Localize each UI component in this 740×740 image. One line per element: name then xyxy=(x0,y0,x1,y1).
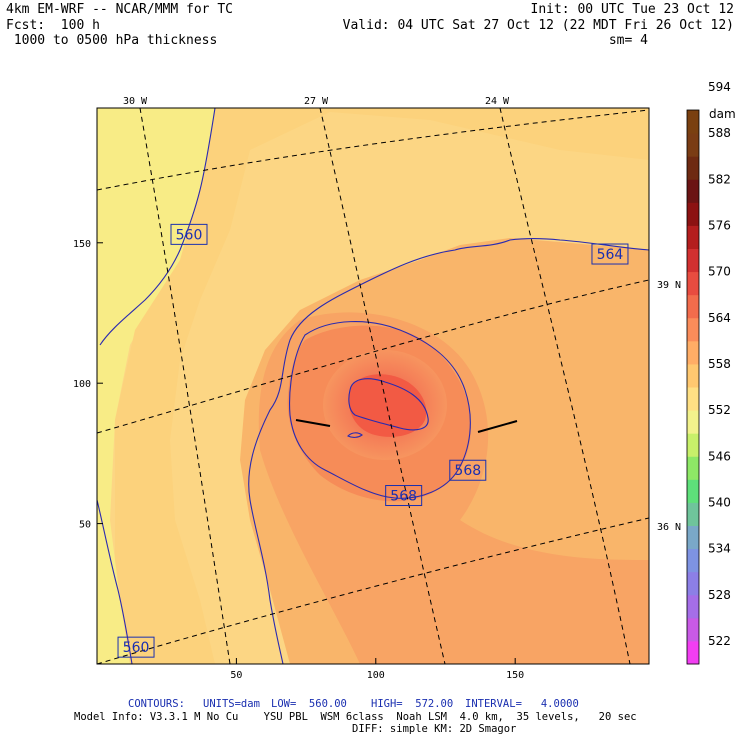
plot-frame xyxy=(96,107,650,665)
lon-label-30w: 30 W xyxy=(123,96,148,107)
lat-label-36n: 36 N xyxy=(657,522,681,533)
x-tick-label: 150 xyxy=(506,670,524,681)
contour-label-text: 560 xyxy=(176,227,203,243)
graticule xyxy=(97,108,649,664)
model-info: Model Info: V3.3.1 M No Cu YSU PBL WSM 6… xyxy=(74,711,637,723)
x-axis-ticks: 50 100 150 xyxy=(230,658,524,681)
colorbar-segment xyxy=(687,179,699,203)
colorbar-segment xyxy=(687,156,699,180)
valid-time: Valid: 04 UTC Sat 27 Oct 12 (22 MDT Fri … xyxy=(342,18,734,33)
colorbar-segment xyxy=(687,202,699,226)
colorbar-segment xyxy=(687,617,699,642)
colorbar-label: 582 xyxy=(708,172,731,186)
colorbar-label: 540 xyxy=(708,495,731,509)
colorbar-segment xyxy=(687,502,699,526)
colorbar-unit: dam xyxy=(709,107,736,121)
colorbar-label: 564 xyxy=(708,311,731,325)
model-title: 4km EM-WRF -- NCAR/MMM for TC xyxy=(6,2,233,17)
contour-label-box xyxy=(591,243,629,265)
colorbar-segment xyxy=(687,571,699,596)
contour-label: 564 xyxy=(591,243,629,265)
y-tick-label: 150 xyxy=(73,239,91,250)
colorbar-segment xyxy=(687,294,699,319)
init-time: Init: 00 UTC Tue 23 Oct 12 xyxy=(530,2,735,17)
contour-label-box xyxy=(449,459,487,481)
colorbar-label: 552 xyxy=(708,403,731,417)
contour-label-box xyxy=(170,223,208,245)
contours-interval: INTERVAL= 4.0000 xyxy=(465,698,579,710)
colorbar-segment xyxy=(687,433,699,457)
lon-label-24w: 24 W xyxy=(485,96,510,107)
colorbar-label: 594 xyxy=(708,80,731,94)
contour-label: 560 xyxy=(117,636,155,658)
diff-info: DIFF: simple KM: 2D Smagor xyxy=(352,723,517,735)
colorbar-label: 528 xyxy=(708,588,731,602)
colorbar-label: 522 xyxy=(708,634,731,648)
colorbar: 522 528 534 540 546 552 558 564 570 576 582 588 594 xyxy=(686,80,731,665)
colorbar-segment xyxy=(687,548,699,573)
forecast-hour: Fcst: 100 h xyxy=(6,18,100,33)
contour-label-box xyxy=(117,636,155,658)
lon-label-27w: 27 W xyxy=(304,96,329,107)
y-tick-label: 50 xyxy=(79,520,91,531)
y-axis-ticks: 50 100 150 xyxy=(73,239,103,531)
colorbar-label: 570 xyxy=(708,265,731,279)
colorbar-frame xyxy=(686,109,700,665)
contours-units: UNITS=dam xyxy=(203,698,260,710)
colorbar-label: 534 xyxy=(708,542,731,556)
contour-label: 568 xyxy=(385,485,423,507)
colorbar-label: 546 xyxy=(708,449,731,463)
contour-label-text: 568 xyxy=(390,489,417,505)
y-tick-label: 100 xyxy=(73,379,91,390)
smoothing-label: sm= 4 xyxy=(608,33,648,48)
colorbar-label: 558 xyxy=(708,357,731,371)
colorbar-segment xyxy=(687,133,699,157)
contour-labels: 560 564 568 568 560 xyxy=(117,223,629,658)
colorbar-segment xyxy=(687,317,699,342)
wind-markers xyxy=(295,419,518,433)
contour-label: 560 xyxy=(170,223,208,245)
colorbar-segment xyxy=(687,225,699,249)
colorbar-segment xyxy=(687,387,699,411)
colorbar-label: 576 xyxy=(708,218,731,232)
field-title: 1000 to 0500 hPa thickness xyxy=(6,33,218,48)
colorbar-segment xyxy=(687,248,699,273)
colorbar-segment xyxy=(687,640,699,665)
colorbar-segment xyxy=(687,410,699,434)
colorbar-segment xyxy=(687,525,699,550)
contour-label-box xyxy=(385,485,423,507)
x-tick-label: 100 xyxy=(367,670,385,681)
colorbar-segment xyxy=(687,271,699,296)
contour-label: 568 xyxy=(449,459,487,481)
colorbar-segment xyxy=(687,456,699,480)
x-tick-label: 50 xyxy=(230,670,242,681)
filled-field xyxy=(97,108,649,664)
colorbar-segment xyxy=(687,479,699,503)
contour-label-text: 560 xyxy=(123,640,150,656)
contours-label: CONTOURS: xyxy=(128,698,185,710)
colorbar-segment xyxy=(687,340,699,365)
colorbar-segment xyxy=(687,363,699,388)
contours-high: HIGH= 572.00 xyxy=(371,698,454,710)
colorbar-segment xyxy=(687,594,699,619)
contour-label-text: 564 xyxy=(597,247,624,263)
colorbar-label: 588 xyxy=(708,126,731,140)
colorbar-segment xyxy=(687,110,699,134)
contours-low: LOW= 560.00 xyxy=(271,698,347,710)
lat-label-39n: 39 N xyxy=(657,280,681,291)
contour-label-text: 568 xyxy=(454,463,481,479)
